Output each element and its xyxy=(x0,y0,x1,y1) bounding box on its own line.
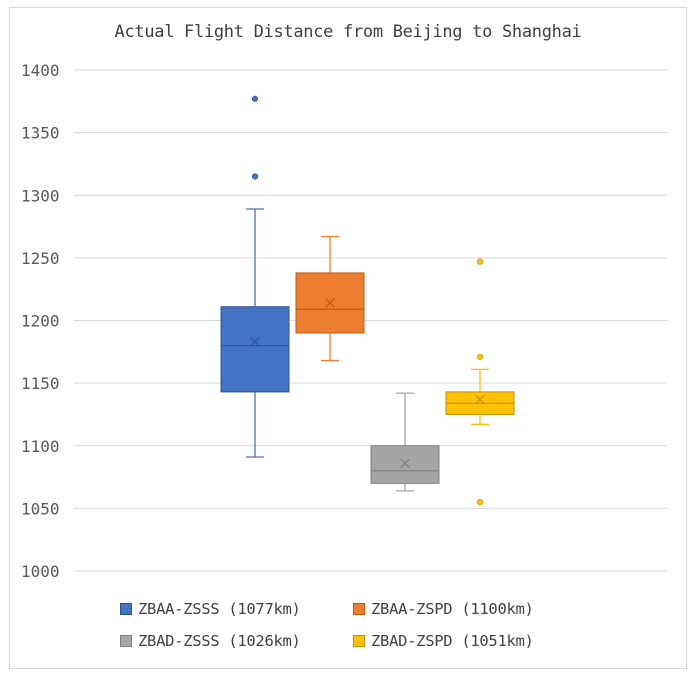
legend-label-2: ZBAA-ZSPD (1100km) xyxy=(371,600,534,618)
y-tick-label: 1250 xyxy=(21,249,60,268)
y-tick-label: 1000 xyxy=(21,562,60,581)
y-tick-label: 1200 xyxy=(21,312,60,331)
mean-marker-3 xyxy=(400,458,410,469)
y-tick-label: 1300 xyxy=(21,186,60,205)
mean-marker-2 xyxy=(325,298,335,308)
y-tick-label: 1050 xyxy=(21,499,60,518)
legend-item-2: ZBAA-ZSPD (1100km) xyxy=(353,600,586,618)
outlier-point-4 xyxy=(476,353,484,360)
legend-swatch-1 xyxy=(120,603,132,615)
legend-row-1: ZBAA-ZSSS (1077km) ZBAA-ZSPD (1100km) xyxy=(120,600,600,618)
legend-item-1: ZBAA-ZSSS (1077km) xyxy=(120,600,353,618)
legend-row-2: ZBAD-ZSSS (1026km) ZBAD-ZSPD (1051km) xyxy=(120,632,600,650)
outlier-point-4 xyxy=(476,258,484,265)
outlier-point-1 xyxy=(251,95,259,102)
y-tick-label: 1100 xyxy=(21,437,60,456)
legend-label-4: ZBAD-ZSPD (1051km) xyxy=(371,632,534,650)
legend-swatch-2 xyxy=(353,603,365,615)
box-1 xyxy=(220,306,290,393)
legend-swatch-4 xyxy=(353,635,365,647)
chart-title: Actual Flight Distance from Beijing to S… xyxy=(114,22,582,42)
chart-frame xyxy=(9,7,687,669)
y-tick-label: 1350 xyxy=(21,124,60,143)
legend-swatch-3 xyxy=(120,635,132,647)
legend-item-4: ZBAD-ZSPD (1051km) xyxy=(353,632,586,650)
legend-label-1: ZBAA-ZSSS (1077km) xyxy=(138,600,301,618)
mean-marker-1 xyxy=(250,336,260,347)
y-tick-label: 1150 xyxy=(21,374,60,393)
mean-marker-4 xyxy=(475,394,485,405)
box-3 xyxy=(370,445,440,484)
legend-item-3: ZBAD-ZSSS (1026km) xyxy=(120,632,353,650)
y-tick-label: 1400 xyxy=(21,61,60,80)
legend-label-3: ZBAD-ZSSS (1026km) xyxy=(138,632,301,650)
outlier-point-1 xyxy=(251,173,259,180)
outlier-point-4 xyxy=(476,499,484,506)
